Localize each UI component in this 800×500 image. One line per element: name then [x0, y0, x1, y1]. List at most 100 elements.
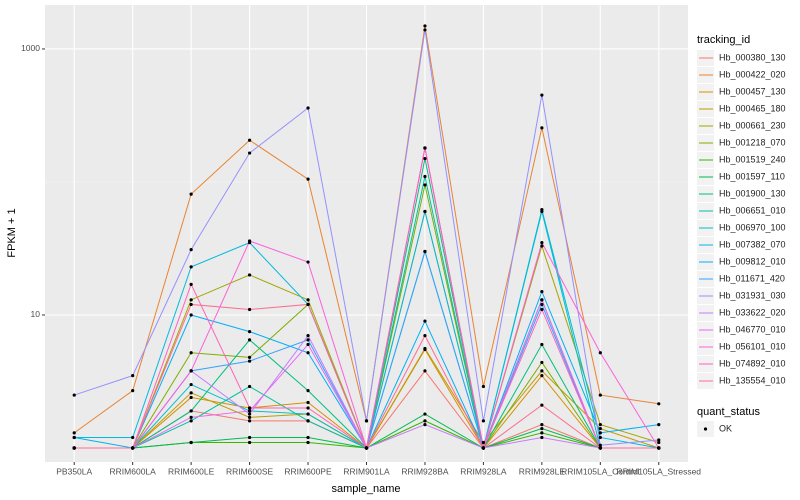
- legend-label: Hb_056101_010: [719, 341, 786, 351]
- legend-label: Hb_031931_030: [719, 290, 786, 300]
- legend-label: Hb_001218_070: [719, 137, 786, 147]
- data-point: [540, 431, 544, 435]
- data-point: [306, 389, 310, 393]
- data-point: [540, 360, 544, 365]
- data-point: [189, 313, 193, 317]
- legend-label: Hb_000422_020: [719, 69, 786, 79]
- x-tick-label: RRIM600PE: [284, 466, 332, 476]
- data-point: [540, 93, 544, 97]
- data-point: [540, 207, 544, 212]
- data-point: [423, 156, 427, 161]
- data-point: [657, 422, 661, 427]
- data-point: [540, 435, 544, 440]
- data-point: [423, 333, 427, 338]
- data-point: [247, 338, 252, 342]
- x-tick-label: RRIM105LA_Control: [561, 466, 640, 476]
- data-point: [598, 393, 602, 397]
- data-point: [598, 351, 602, 355]
- data-point: [598, 435, 602, 440]
- data-point: [247, 440, 252, 445]
- data-point: [189, 415, 193, 419]
- data-point: [540, 241, 544, 245]
- data-point: [364, 419, 369, 423]
- data-point: [423, 412, 427, 416]
- data-point: [247, 355, 252, 359]
- data-point: [189, 282, 193, 286]
- data-point: [598, 431, 602, 435]
- data-point: [247, 359, 252, 363]
- x-tick-label: RRIM600SE: [226, 466, 274, 476]
- data-point: [306, 406, 310, 410]
- data-point: [423, 146, 427, 150]
- data-point: [247, 419, 252, 423]
- data-point: [423, 209, 427, 214]
- data-point: [423, 24, 427, 28]
- data-point: [189, 440, 193, 445]
- x-tick-label: RRIM600LE: [168, 466, 215, 476]
- data-point: [481, 440, 486, 445]
- legend-label: Hb_009812_010: [719, 256, 786, 266]
- legend-label: Hb_000465_180: [719, 103, 786, 113]
- x-tick-label: RRIM928LA: [460, 466, 507, 476]
- data-point: [247, 330, 252, 334]
- data-point: [423, 28, 427, 32]
- data-point: [189, 248, 193, 252]
- data-point: [247, 151, 252, 155]
- data-point: [306, 440, 310, 445]
- data-point: [306, 342, 310, 347]
- data-point: [306, 338, 310, 342]
- data-point: [306, 351, 310, 355]
- x-tick-label: RRIM901LA: [343, 466, 390, 476]
- data-point: [247, 406, 252, 410]
- data-point: [189, 395, 193, 400]
- data-point: [247, 239, 252, 243]
- data-point: [540, 342, 544, 347]
- data-point: [598, 443, 602, 447]
- data-point: [247, 138, 252, 142]
- data-point: [540, 126, 544, 130]
- data-point: [423, 369, 427, 373]
- data-point: [131, 446, 135, 450]
- data-point: [247, 384, 252, 389]
- data-point: [247, 412, 252, 416]
- data-point: [189, 351, 193, 355]
- data-point: [364, 446, 369, 450]
- y-axis-title: FPKM + 1: [6, 208, 18, 257]
- data-point: [540, 426, 544, 431]
- data-point: [540, 369, 544, 373]
- data-point: [306, 435, 310, 440]
- data-point: [189, 302, 193, 307]
- data-point: [189, 192, 193, 196]
- data-point: [306, 298, 310, 302]
- data-point: [189, 382, 193, 387]
- data-point: [423, 346, 427, 351]
- legend2-title: quant_status: [697, 406, 760, 418]
- data-point: [247, 307, 252, 312]
- x-tick-label: PB350LA: [56, 466, 92, 476]
- data-point: [481, 384, 486, 389]
- data-point: [306, 106, 310, 110]
- x-tick-label: RRIM928LE: [519, 466, 566, 476]
- data-point: [306, 177, 310, 181]
- data-point: [247, 435, 252, 440]
- data-point: [72, 435, 76, 440]
- data-point: [306, 419, 310, 423]
- data-point: [540, 302, 544, 307]
- data-point: [189, 369, 193, 373]
- legend-label: Hb_000661_230: [719, 120, 786, 130]
- data-point: [72, 393, 76, 397]
- x-axis-title: sample_name: [331, 483, 400, 495]
- legend-label: Hb_135554_010: [719, 375, 786, 385]
- legend-label: Hb_033622_020: [719, 307, 786, 317]
- data-point: [657, 402, 661, 406]
- data-point: [423, 183, 427, 187]
- data-point: [247, 415, 252, 419]
- legend-title: tracking_id: [697, 34, 750, 46]
- data-point: [423, 174, 427, 179]
- data-point: [189, 298, 193, 302]
- legend-label: Hb_011671_420: [719, 273, 785, 283]
- data-point: [423, 422, 427, 427]
- y-tick-label: 1000: [21, 43, 40, 53]
- data-point: [540, 289, 544, 294]
